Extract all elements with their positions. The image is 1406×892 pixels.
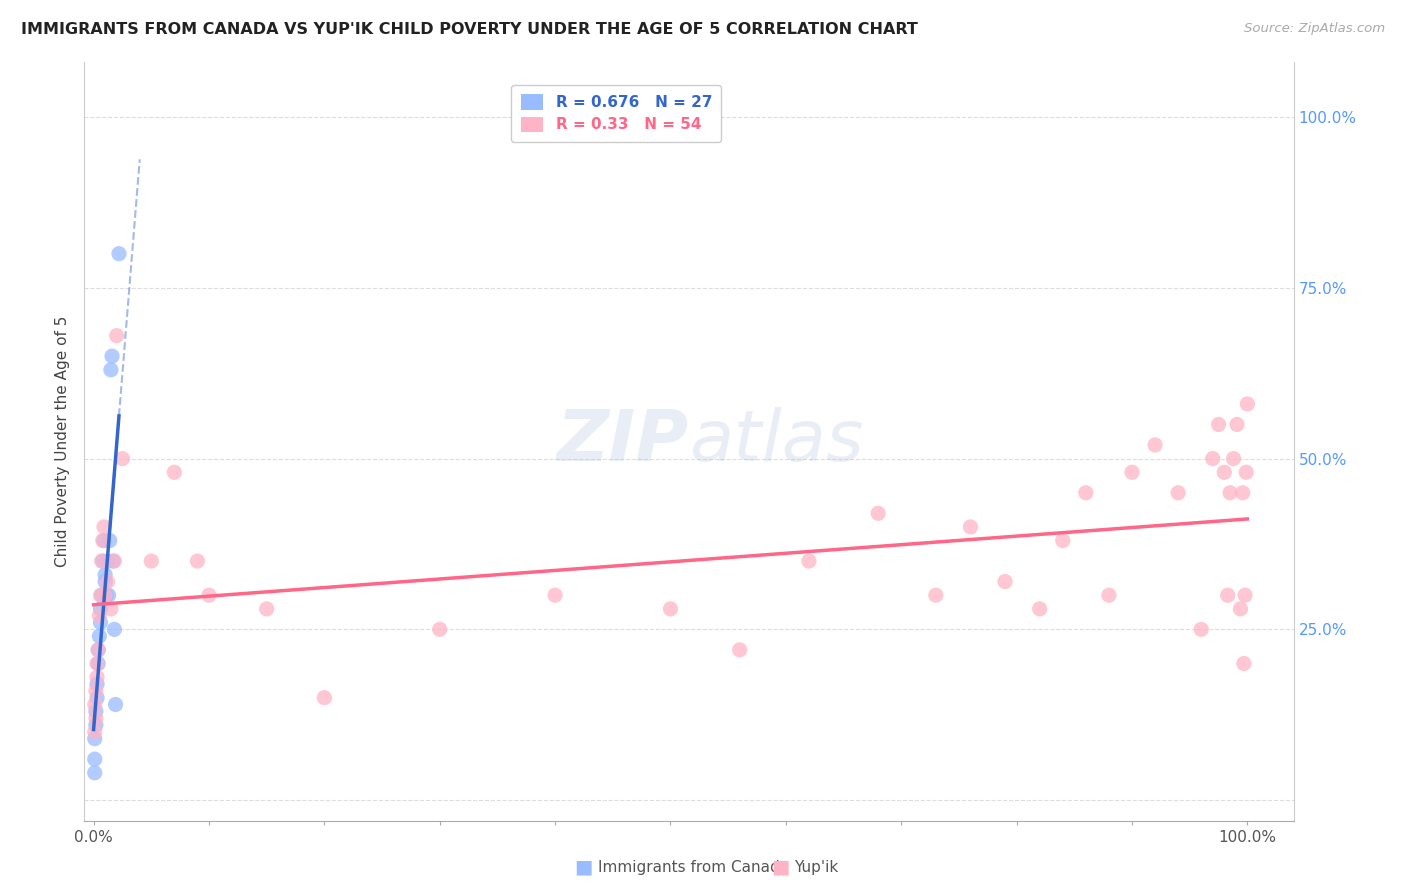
Point [89, 629, 111, 643]
Point [103, 554, 125, 568]
Point [94, 567, 117, 582]
Point [994, 574, 1017, 589]
Point [83, 731, 105, 746]
Point [89, 588, 111, 602]
Point [1189, 623, 1212, 637]
Point [797, 554, 820, 568]
Point [1233, 657, 1256, 671]
Text: Yup'ik: Yup'ik [794, 860, 838, 874]
Point [84, 718, 107, 732]
Point [314, 690, 336, 705]
Point [186, 554, 208, 568]
Point [1236, 397, 1258, 411]
Text: ZIP: ZIP [557, 407, 689, 476]
Point [84, 684, 107, 698]
Point [83, 724, 105, 739]
Text: Source: ZipAtlas.com: Source: ZipAtlas.com [1244, 22, 1385, 36]
Point [83, 698, 105, 712]
Point [90, 554, 112, 568]
Point [1167, 485, 1189, 500]
Point [1222, 451, 1244, 466]
Point [96, 554, 118, 568]
Point [1208, 417, 1230, 432]
Point [101, 349, 124, 363]
Point [86, 677, 108, 691]
Point [1229, 602, 1251, 616]
Point [163, 465, 186, 479]
Point [925, 588, 948, 602]
Point [728, 643, 751, 657]
Point [100, 602, 122, 616]
Text: IMMIGRANTS FROM CANADA VS YUP'IK CHILD POVERTY UNDER THE AGE OF 5 CORRELATION CH: IMMIGRANTS FROM CANADA VS YUP'IK CHILD P… [21, 22, 918, 37]
Point [1074, 485, 1097, 500]
Text: atlas: atlas [689, 407, 863, 476]
Point [86, 690, 108, 705]
Point [1216, 588, 1239, 602]
Point [141, 554, 163, 568]
Point [868, 506, 890, 520]
Point [1121, 465, 1143, 479]
Point [94, 574, 117, 589]
Point [105, 328, 128, 343]
Point [87, 657, 110, 671]
Point [100, 363, 122, 377]
Point [959, 520, 981, 534]
Point [96, 574, 118, 589]
Point [91, 554, 114, 568]
Point [1234, 588, 1257, 602]
Point [94, 588, 117, 602]
Point [1232, 485, 1254, 500]
Point [93, 533, 115, 548]
Y-axis label: Child Poverty Under the Age of 5: Child Poverty Under the Age of 5 [55, 316, 70, 567]
Point [1202, 451, 1225, 466]
Point [83, 752, 105, 766]
Point [111, 451, 134, 466]
Legend: R = 0.676   N = 27, R = 0.33   N = 54: R = 0.676 N = 27, R = 0.33 N = 54 [512, 86, 721, 142]
Point [104, 698, 127, 712]
Point [89, 615, 111, 630]
Point [1234, 465, 1257, 479]
Point [87, 643, 110, 657]
Text: Immigrants from Canada: Immigrants from Canada [598, 860, 789, 874]
Point [87, 643, 110, 657]
Point [429, 623, 451, 637]
Point [544, 588, 567, 602]
Point [1098, 588, 1121, 602]
Point [83, 765, 105, 780]
Point [1226, 417, 1249, 432]
Point [84, 711, 107, 725]
Point [103, 623, 125, 637]
Text: ■: ■ [770, 857, 790, 877]
Point [86, 670, 108, 684]
Point [256, 602, 278, 616]
Point [97, 588, 120, 602]
Point [86, 657, 108, 671]
Point [91, 533, 114, 548]
Point [1028, 602, 1050, 616]
Point [93, 520, 115, 534]
Point [198, 588, 221, 602]
Point [103, 554, 125, 568]
Point [89, 608, 111, 623]
Point [659, 602, 682, 616]
Point [108, 246, 131, 260]
Point [89, 602, 111, 616]
Point [96, 588, 118, 602]
Text: ■: ■ [574, 857, 593, 877]
Point [1052, 533, 1074, 548]
Point [1213, 465, 1236, 479]
Point [1144, 438, 1167, 452]
Point [1219, 485, 1241, 500]
Point [84, 704, 107, 718]
Point [90, 588, 112, 602]
Point [98, 533, 121, 548]
